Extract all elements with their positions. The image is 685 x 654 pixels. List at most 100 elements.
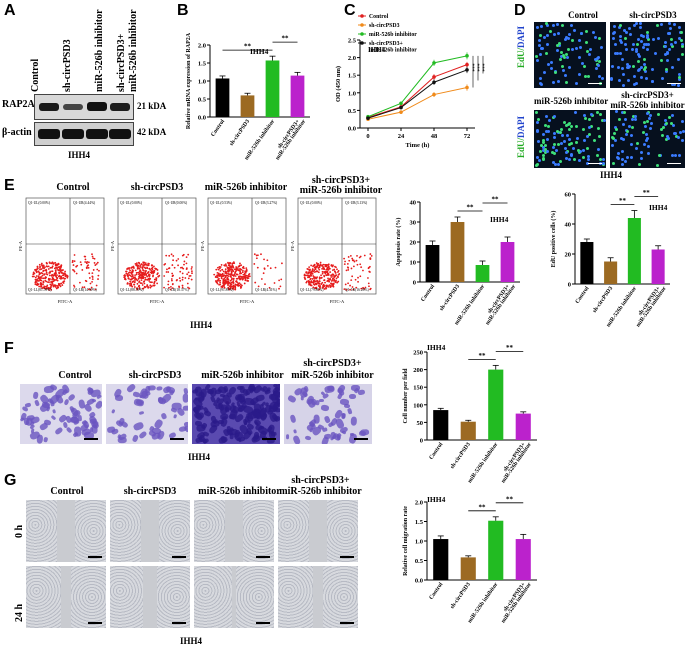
nucleus — [645, 132, 649, 136]
event-dot — [92, 257, 95, 260]
nucleus — [642, 45, 646, 49]
stained-cell — [42, 436, 48, 443]
x-axis-label: FITC-A — [330, 299, 345, 304]
event-dot — [334, 271, 337, 274]
event-dot — [131, 285, 134, 288]
nucleus — [615, 52, 619, 56]
wb-col-label: sh-circPSD3+ — [116, 33, 127, 92]
quadrant-label: Q1-UR(4.44%) — [73, 201, 96, 205]
y-tick-label: 0.5 — [198, 97, 207, 104]
event-dot — [54, 271, 57, 274]
event-dot — [51, 283, 54, 285]
event-dot — [331, 273, 334, 276]
event-dot — [66, 275, 69, 277]
wound-title: sh-circPSD3+ — [291, 475, 350, 486]
stained-cell — [293, 429, 298, 435]
event-dot — [73, 254, 76, 256]
nucleus — [681, 119, 685, 123]
event-dot — [310, 281, 313, 283]
event-dot — [171, 279, 173, 282]
nucleus — [556, 49, 560, 53]
wound-row-label: 24 h — [14, 603, 25, 622]
wb-col-label: miR-526b inhibitor — [94, 9, 105, 92]
nucleus — [584, 74, 588, 78]
event-dot — [327, 279, 329, 282]
event-dot — [220, 273, 223, 276]
event-dot — [173, 266, 176, 269]
nucleus — [677, 83, 681, 87]
significance-label: ** — [479, 503, 487, 511]
tw-title: sh-circPSD3 — [128, 370, 182, 381]
event-dot — [147, 274, 150, 277]
event-dot — [215, 268, 218, 271]
event-dot — [171, 274, 174, 277]
stained-cell — [54, 426, 64, 436]
event-dot — [143, 261, 146, 264]
event-dot — [133, 283, 136, 286]
nucleus — [583, 113, 587, 117]
chart-title: IHH4 — [490, 215, 509, 224]
event-dot — [148, 273, 150, 276]
category-label: Control — [420, 283, 436, 303]
nucleus — [611, 32, 615, 36]
quadrant-label: Q1-UR(3.27%) — [255, 201, 278, 205]
event-dot — [222, 282, 225, 285]
nucleus — [536, 128, 540, 132]
event-dot — [144, 263, 147, 266]
event-dot — [222, 278, 225, 281]
stained-cell — [300, 396, 304, 401]
nucleus — [639, 39, 643, 43]
y-axis-label: Cell number per field — [403, 368, 409, 424]
event-dot — [178, 285, 180, 288]
stained-cell — [155, 385, 163, 391]
event-dot — [142, 287, 145, 290]
legend-label: miR-526b inhibitor — [369, 48, 417, 54]
nucleus — [646, 37, 650, 41]
event-dot — [233, 285, 236, 287]
event-dot — [136, 282, 139, 285]
nucleus — [543, 147, 547, 151]
event-dot — [243, 277, 246, 279]
event-dot — [219, 269, 222, 272]
event-dot — [79, 281, 81, 284]
event-dot — [34, 278, 37, 281]
event-dot — [223, 264, 226, 267]
nucleus — [546, 62, 550, 66]
event-dot — [42, 281, 45, 284]
event-dot — [363, 254, 366, 257]
event-dot — [225, 271, 228, 274]
stained-cell — [195, 385, 204, 397]
event-dot — [312, 286, 315, 289]
scale-bar — [88, 556, 102, 558]
series-line — [367, 55, 468, 118]
bar — [265, 60, 280, 117]
nucleus — [639, 150, 643, 154]
event-dot — [367, 282, 370, 285]
event-dot — [181, 276, 184, 279]
nucleus — [598, 158, 602, 162]
nucleus — [595, 57, 599, 61]
event-dot — [84, 255, 87, 258]
event-dot — [146, 272, 149, 274]
event-dot — [62, 276, 65, 279]
event-dot — [238, 265, 241, 268]
nucleus — [671, 66, 675, 70]
event-dot — [311, 272, 314, 275]
event-dot — [57, 282, 60, 285]
event-dot — [222, 274, 224, 276]
event-dot — [359, 255, 362, 258]
event-dot — [351, 275, 354, 278]
event-dot — [229, 282, 232, 285]
event-dot — [245, 269, 248, 272]
event-dot — [335, 277, 338, 280]
event-dot — [138, 287, 141, 290]
quadrant-label: Q1-UR(0.00%) — [165, 201, 188, 205]
event-dot — [230, 270, 233, 273]
nucleus — [650, 68, 654, 72]
nucleus — [544, 114, 548, 118]
event-dot — [34, 283, 37, 285]
event-dot — [327, 284, 329, 287]
scale-bar — [262, 438, 276, 440]
nucleus — [612, 24, 616, 28]
event-dot — [240, 275, 243, 278]
